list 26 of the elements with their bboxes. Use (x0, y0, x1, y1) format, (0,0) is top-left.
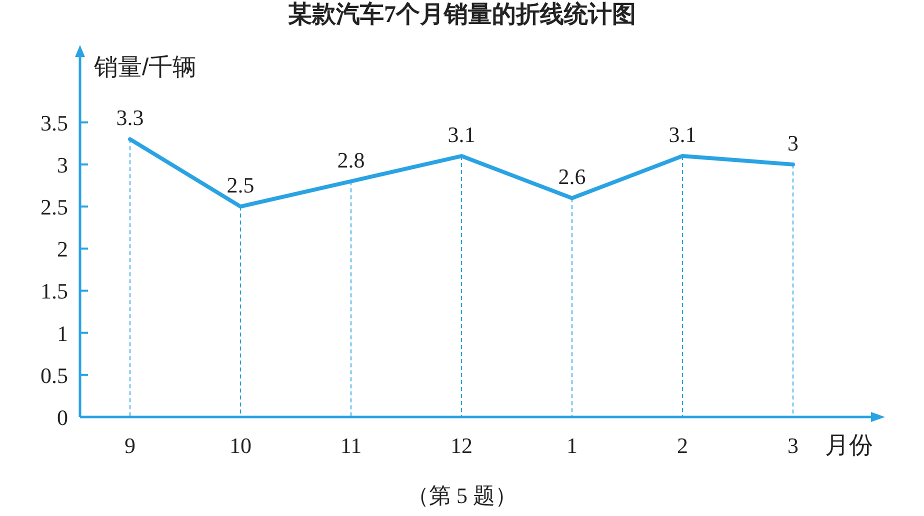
data-label: 2.6 (558, 164, 586, 190)
data-label: 3.1 (448, 122, 476, 148)
y-tick-label: 3 (57, 152, 68, 178)
data-label: 2.5 (226, 172, 254, 198)
chart-title: 某款汽车7个月销量的折线统计图 (288, 1, 636, 28)
x-tick-label: 2 (677, 433, 688, 458)
y-tick-label: 3.5 (40, 110, 68, 136)
data-label: 3.1 (668, 122, 696, 148)
y-tick-label: 2.5 (40, 194, 68, 220)
data-label: 2.8 (337, 147, 365, 172)
y-tick-label: 1 (57, 320, 68, 346)
y-tick-label: 0.5 (40, 362, 68, 388)
x-axis-title: 月份 (825, 432, 873, 459)
y-axis-title: 销量/千辆 (93, 54, 197, 81)
data-label: 3 (788, 130, 798, 156)
x-tick-label: 10 (230, 433, 252, 458)
data-label: 3.3 (116, 105, 144, 130)
x-tick-label: 11 (340, 433, 362, 458)
x-tick-label: 3 (788, 433, 798, 458)
y-tick-label: 1.5 (40, 278, 68, 304)
x-tick-label: 9 (124, 433, 136, 458)
x-tick-label: 12 (450, 433, 472, 458)
y-tick-label: 0 (57, 405, 68, 430)
text: （第 5 题） (407, 483, 517, 508)
x-tick-label: 1 (566, 433, 578, 458)
y-tick-label: 2 (57, 236, 68, 262)
